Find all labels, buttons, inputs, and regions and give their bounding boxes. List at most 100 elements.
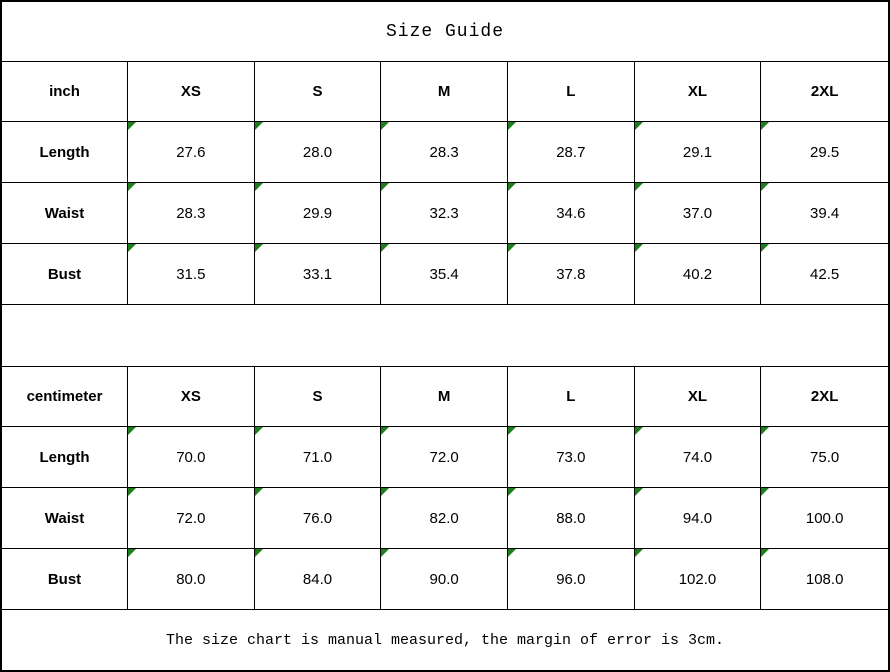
cell-flag-triangle-icon	[381, 244, 390, 252]
value-cell-text: 42.5	[810, 265, 840, 283]
value-cell-text: 84.0	[302, 570, 333, 588]
row-label-cell-text: Waist	[44, 509, 85, 527]
measurement-row: Length 70.0 71.0 72.0 73.0 74.0 75.0	[2, 427, 888, 488]
value-cell-text: 94.0	[682, 509, 713, 527]
cell-flag-triangle-icon	[381, 427, 390, 435]
size-header-cell: 2XL	[761, 62, 888, 121]
value-cell: 108.0	[761, 549, 888, 609]
cell-flag-triangle-icon	[254, 244, 263, 252]
value-cell-text: 29.1	[682, 143, 713, 161]
cell-flag-triangle-icon	[128, 122, 136, 130]
value-cell: 34.6	[507, 183, 635, 243]
cell-flag-triangle-icon	[761, 427, 770, 435]
row-label-cell-text: Bust	[47, 570, 82, 588]
footer-note: The size chart is manual measured, the m…	[165, 631, 725, 649]
value-cell: 84.0	[254, 549, 382, 609]
value-cell: 75.0	[761, 427, 888, 487]
value-cell: 73.0	[507, 427, 635, 487]
value-cell-text: 32.3	[429, 204, 459, 222]
value-cell: 70.0	[128, 427, 255, 487]
size-header-cell: 2XL	[761, 367, 888, 426]
value-cell: 29.5	[761, 122, 888, 182]
size-header-cell-text: S	[312, 83, 323, 100]
value-cell-text: 70.0	[176, 448, 206, 466]
row-label-cell-text: Waist	[44, 204, 85, 222]
size-header-cell: XS	[128, 62, 255, 121]
size-header-cell-text: XS	[180, 388, 201, 405]
measurement-row: Bust 31.5 33.1 35.4 37.8 40.2 42.5	[2, 244, 888, 305]
value-cell-text: 33.1	[302, 265, 333, 283]
cell-flag-triangle-icon	[634, 122, 643, 130]
cell-flag-triangle-icon	[634, 427, 643, 435]
cell-flag-triangle-icon	[761, 549, 770, 557]
size-header-cell: XS	[128, 367, 255, 426]
measurement-row: Waist 72.0 76.0 82.0 88.0 94.0 100.0	[2, 488, 888, 549]
size-header-cell-text: L	[566, 83, 576, 100]
value-cell: 35.4	[381, 244, 508, 304]
value-cell: 32.3	[381, 183, 508, 243]
size-header-cell-text: 2XL	[810, 388, 839, 405]
value-cell: 28.7	[507, 122, 635, 182]
cell-flag-triangle-icon	[507, 244, 516, 252]
cell-flag-triangle-icon	[761, 488, 770, 496]
value-cell-text: 35.4	[429, 265, 459, 283]
size-header-cell-text: XL	[687, 388, 708, 405]
value-cell-text: 88.0	[556, 509, 586, 527]
value-cell: 76.0	[254, 488, 382, 548]
footer-note-row: The size chart is manual measured, the m…	[2, 610, 888, 670]
value-cell-text: 72.0	[429, 448, 459, 466]
value-cell-text: 76.0	[302, 509, 333, 527]
row-label-cell-text: Length	[39, 448, 90, 466]
value-cell: 39.4	[761, 183, 888, 243]
row-label-cell-text: Bust	[47, 265, 82, 283]
value-cell: 96.0	[507, 549, 635, 609]
value-cell-text: 96.0	[556, 570, 586, 588]
cell-flag-triangle-icon	[381, 122, 390, 130]
cell-flag-triangle-icon	[254, 122, 263, 130]
value-cell: 31.5	[128, 244, 255, 304]
cell-flag-triangle-icon	[128, 244, 136, 252]
cell-flag-triangle-icon	[128, 488, 136, 496]
size-header-cell-text: 2XL	[810, 83, 839, 100]
value-cell-text: 27.6	[176, 143, 206, 161]
row-label-cell: Waist	[2, 183, 128, 243]
cell-flag-triangle-icon	[634, 183, 643, 191]
row-label-cell-text: Length	[39, 143, 90, 161]
value-cell: 40.2	[634, 244, 762, 304]
value-cell: 102.0	[634, 549, 762, 609]
unit-header-cell: inch	[2, 62, 128, 121]
cell-flag-triangle-icon	[634, 488, 643, 496]
cell-flag-triangle-icon	[761, 183, 770, 191]
measurement-row: Waist 28.3 29.9 32.3 34.6 37.0 39.4	[2, 183, 888, 244]
cell-flag-triangle-icon	[128, 427, 136, 435]
value-cell-text: 28.0	[302, 143, 333, 161]
value-cell-text: 29.5	[810, 143, 840, 161]
value-cell-text: 71.0	[302, 448, 333, 466]
value-cell-text: 28.7	[556, 143, 586, 161]
value-cell: 29.9	[254, 183, 382, 243]
cell-flag-triangle-icon	[381, 183, 390, 191]
value-cell-text: 108.0	[805, 570, 844, 588]
size-header-cell-text: M	[437, 83, 451, 100]
table-spacer-row	[2, 305, 888, 367]
value-cell-text: 74.0	[682, 448, 713, 466]
value-cell-text: 28.3	[176, 204, 206, 222]
cell-flag-triangle-icon	[761, 244, 770, 252]
value-cell-text: 75.0	[810, 448, 840, 466]
cell-flag-triangle-icon	[507, 488, 516, 496]
size-header-cell-text: S	[312, 388, 323, 405]
cell-flag-triangle-icon	[507, 427, 516, 435]
cell-flag-triangle-icon	[381, 549, 390, 557]
unit-header-cell-text: inch	[49, 83, 80, 100]
measurement-row: Length 27.6 28.0 28.3 28.7 29.1 29.5	[2, 122, 888, 183]
cell-flag-triangle-icon	[507, 183, 516, 191]
row-label-cell: Length	[2, 427, 128, 487]
value-cell-text: 90.0	[429, 570, 459, 588]
cell-flag-triangle-icon	[128, 549, 136, 557]
cell-flag-triangle-icon	[254, 427, 263, 435]
page-title: Size Guide	[385, 21, 505, 42]
cell-flag-triangle-icon	[254, 549, 263, 557]
size-table-header-row: inch XS S M L XL 2XL	[2, 62, 888, 122]
value-cell: 94.0	[634, 488, 762, 548]
